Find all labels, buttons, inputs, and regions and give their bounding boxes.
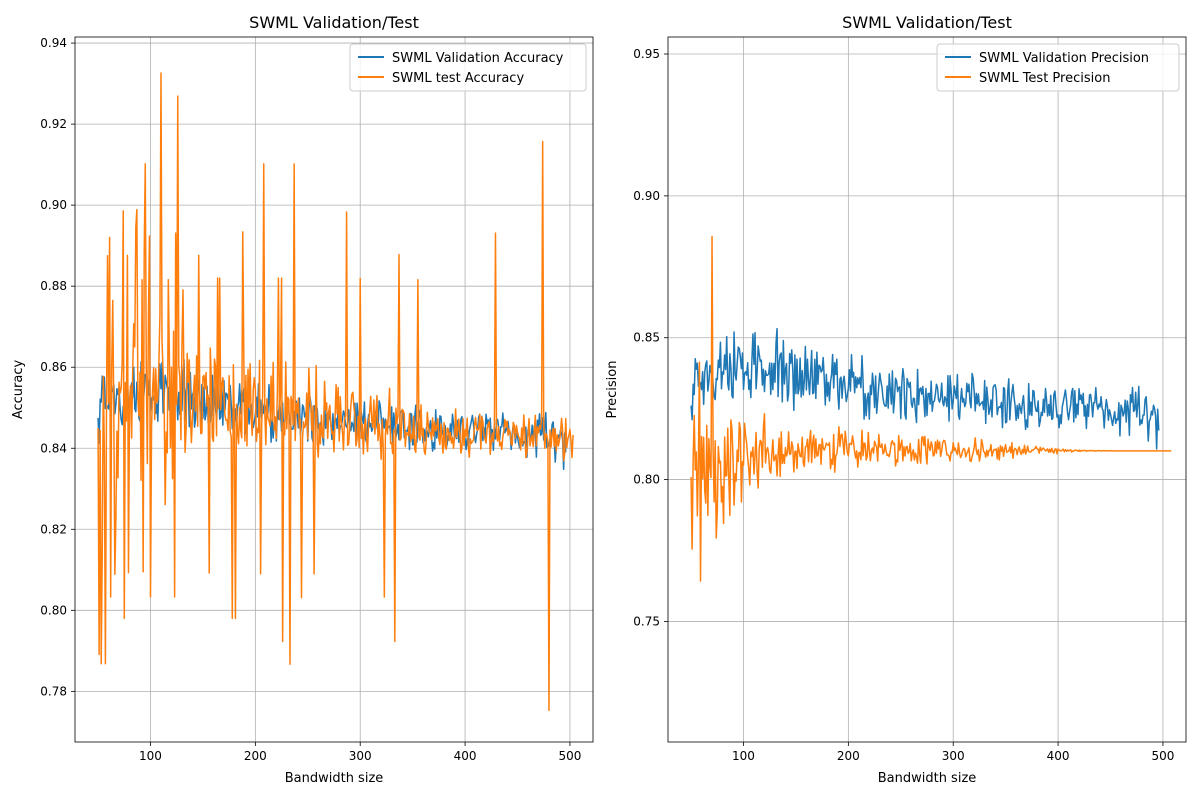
y-tick-label: 0.78 [40,684,67,698]
x-tick-label: 400 [454,749,477,763]
x-tick-label: 500 [558,749,581,763]
y-axis-label: Precision [605,360,620,418]
legend-box [349,43,587,92]
x-tick-label: 200 [837,749,860,763]
legend-label: SWML Validation Precision [979,51,1149,66]
subplot-accuracy: 100 200 300 400 500 0.78 0.80 0.82 0.84 0.86 0.88 0… [11,13,594,786]
y-tick-label: 0.92 [40,117,67,131]
legend: SWML Validation Accuracy SWML test Accura… [349,43,587,92]
y-tick-label: 0.84 [40,441,67,455]
x-tick-label: 100 [732,749,755,763]
y-tick-label: 0.94 [40,36,67,50]
y-tick-label: 0.75 [633,614,660,628]
y-tick-label: 0.80 [40,603,67,617]
x-tick-label: 400 [1047,749,1070,763]
chart-title: SWML Validation/Test [249,13,419,32]
y-tick-label: 0.85 [633,331,660,345]
x-tick-label: 100 [139,749,162,763]
x-axis-label: Bandwidth size [878,771,977,786]
x-axis-label: Bandwidth size [285,771,384,786]
y-tick-label: 0.95 [633,47,660,61]
y-tick-label: 0.88 [40,279,67,293]
y-tick-label: 0.86 [40,360,67,374]
axes-frame [667,36,1187,743]
series-line-test [690,235,1172,582]
y-tick-label: 0.80 [633,473,660,487]
legend-label: SWML Test Precision [979,71,1110,86]
y-axis-label: Accuracy [11,360,26,420]
x-tick-label: 300 [942,749,965,763]
x-tick-label: 500 [1151,749,1174,763]
y-tick-label: 0.90 [40,198,67,212]
series-line-test [97,72,574,712]
legend-box [936,43,1180,92]
legend: SWML Validation Precision SWML Test Preci… [936,43,1180,92]
x-tick-label: 200 [244,749,267,763]
x-tick-label: 300 [349,749,372,763]
legend-label: SWML test Accuracy [392,71,524,86]
legend-label: SWML Validation Accuracy [392,51,564,66]
axes-frame [74,36,594,743]
y-tick-label: 0.82 [40,522,67,536]
y-tick-label: 0.90 [633,189,660,203]
chart-title: SWML Validation/Test [842,13,1012,32]
subplot-precision: 100 200 300 400 500 0.75 0.80 0.85 0.90 0.95 SWML … [605,13,1187,786]
series-line-validation [690,327,1160,450]
